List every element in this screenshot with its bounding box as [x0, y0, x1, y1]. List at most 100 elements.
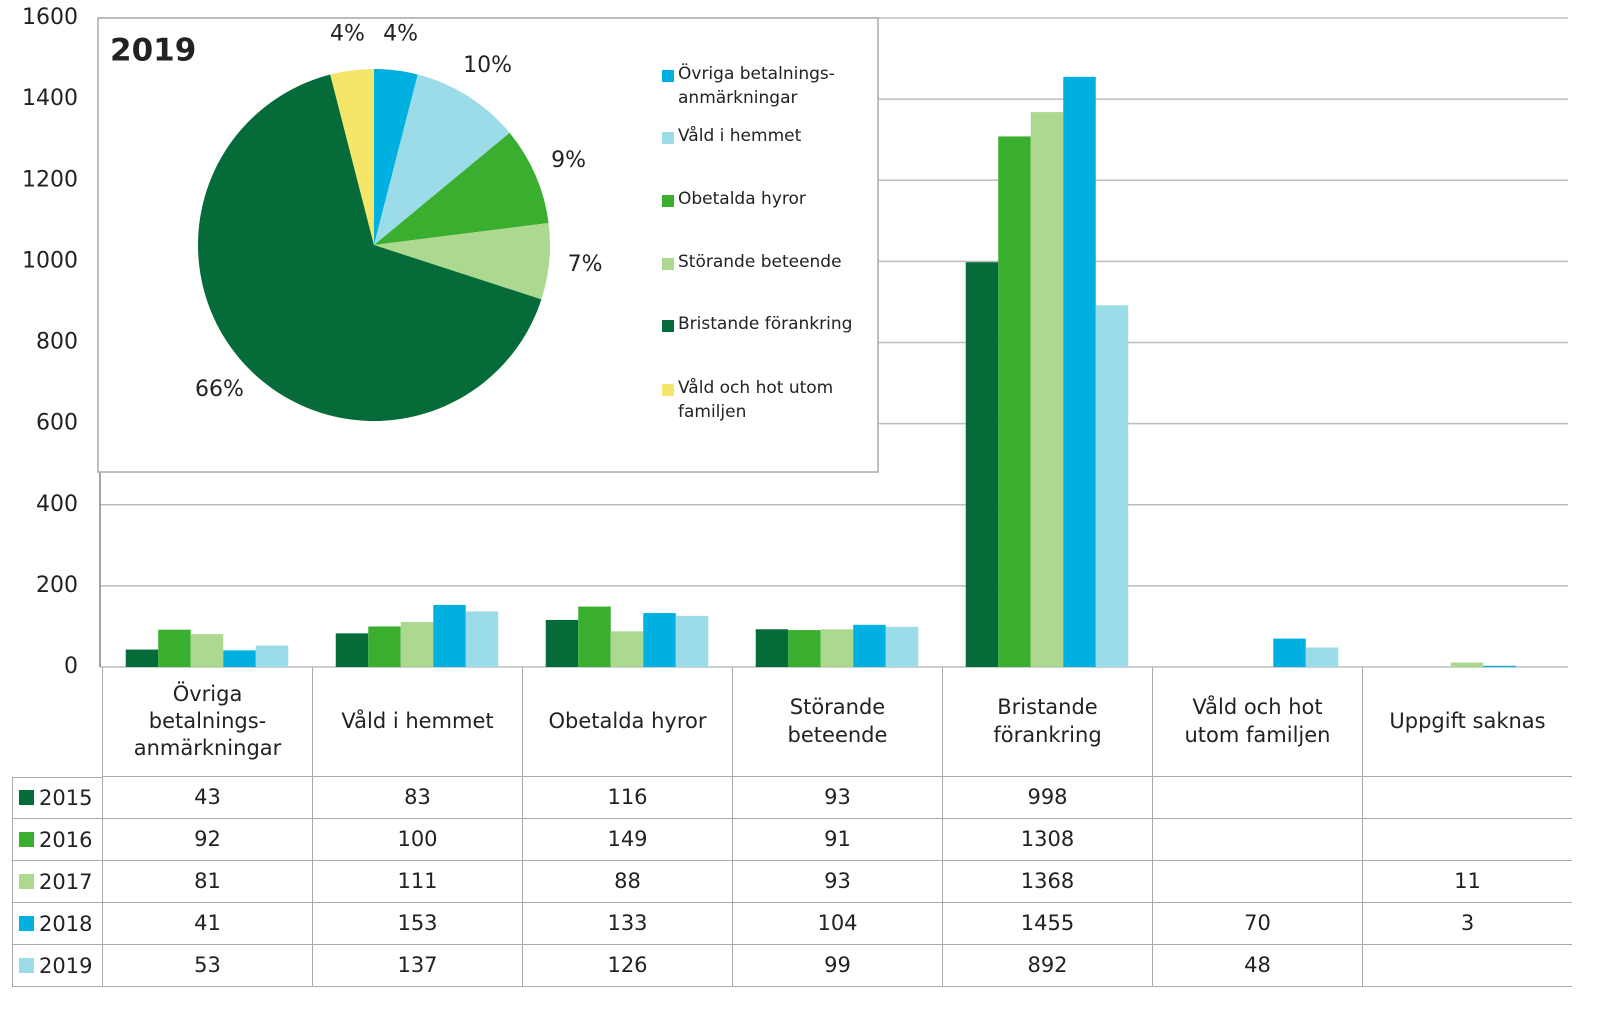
table-cell: 93: [732, 777, 942, 819]
bar: [545, 619, 579, 667]
legend-label: Övriga betalnings-anmärkningar: [678, 64, 835, 108]
pie-label: 4%: [330, 22, 365, 47]
pie-label: 10%: [463, 53, 512, 78]
pie-title: 2019: [110, 33, 196, 69]
pie-slice: [374, 222, 551, 300]
row-header: 2015: [12, 777, 102, 819]
legend-swatch: [19, 916, 34, 931]
table-cell: [1152, 819, 1362, 861]
legend-label: 2015: [39, 785, 93, 810]
table-cell: 48: [1152, 945, 1362, 987]
legend-label: Våld och hot utom familjen: [678, 378, 834, 422]
row-header: 2017: [12, 861, 102, 903]
table-cell: [1362, 945, 1572, 987]
table-cell: 133: [522, 903, 732, 945]
category-header: Övriga betalnings-anmärkningar: [102, 667, 312, 777]
pie-slice: [374, 74, 510, 246]
row-header: 2016: [12, 819, 102, 861]
bar: [1095, 305, 1129, 667]
table-cell: 100: [312, 819, 522, 861]
pie-label: 66%: [195, 377, 244, 402]
bar: [788, 630, 821, 667]
table-cell: [1152, 777, 1362, 819]
table-cell: 3: [1362, 903, 1572, 945]
bar: [675, 615, 709, 667]
y-tick-label: 1400: [22, 86, 78, 111]
bar: [1450, 662, 1484, 667]
table-cell: 91: [732, 819, 942, 861]
category-header: Uppgift saknas: [1362, 667, 1572, 777]
table-cell: 153: [312, 903, 522, 945]
y-tick-label: 1600: [22, 5, 78, 30]
bar: [223, 650, 256, 667]
bar: [1483, 665, 1516, 667]
pie-slice: [374, 132, 549, 245]
table-cell: 81: [102, 861, 312, 903]
bar: [643, 613, 676, 667]
bar: [465, 611, 499, 667]
y-tick-label: 200: [36, 573, 78, 598]
pie-label: 4%: [383, 22, 418, 47]
bar: [433, 604, 466, 667]
legend-swatch: [662, 384, 674, 396]
table-cell: [1362, 777, 1572, 819]
legend-label: Bristande förankring: [678, 314, 853, 334]
category-header: Obetalda hyror: [522, 667, 732, 777]
legend-label: Våld i hemmet: [678, 126, 802, 146]
bar: [255, 645, 289, 667]
bar: [158, 629, 191, 667]
table-cell: 137: [312, 945, 522, 987]
table-cell: 892: [942, 945, 1152, 987]
table-cell: 104: [732, 903, 942, 945]
legend-swatch: [19, 958, 34, 973]
y-tick-label: 400: [36, 492, 78, 517]
pie-slice: [330, 69, 374, 245]
table-cell: 99: [732, 945, 942, 987]
legend-swatch: [662, 132, 674, 144]
table-cell: 53: [102, 945, 312, 987]
bar: [965, 262, 999, 667]
bar: [1273, 638, 1306, 667]
bar: [368, 626, 401, 667]
table-cell: 111: [312, 861, 522, 903]
y-tick-label: 1200: [22, 167, 78, 192]
pie-slice: [374, 69, 418, 245]
legend-label: 2017: [39, 869, 93, 894]
legend-swatch: [19, 874, 34, 889]
category-header: Våld i hemmet: [312, 667, 522, 777]
legend-label: Störande beteende: [678, 252, 842, 272]
bar: [335, 633, 369, 667]
table-cell: 93: [732, 861, 942, 903]
bar: [578, 606, 611, 667]
category-header: Bristande förankring: [942, 667, 1152, 777]
table-cell: [1152, 861, 1362, 903]
bar: [190, 634, 224, 667]
bar: [400, 621, 434, 667]
table-cell: 70: [1152, 903, 1362, 945]
bar: [1305, 647, 1339, 667]
legend-label: 2016: [39, 827, 93, 852]
y-tick-label: 0: [64, 654, 78, 679]
legend-swatch: [662, 320, 674, 332]
category-header: Våld och hot utom familjen: [1152, 667, 1362, 777]
legend-swatch: [19, 790, 34, 805]
bar: [755, 629, 789, 667]
y-tick-label: 1000: [22, 248, 78, 273]
y-tick-label: 600: [36, 411, 78, 436]
legend-label: 2018: [39, 911, 93, 936]
table-cell: 116: [522, 777, 732, 819]
bar: [998, 136, 1031, 667]
legend-swatch: [662, 70, 674, 82]
bar: [610, 631, 644, 667]
bar: [853, 624, 886, 667]
table-cell: 1455: [942, 903, 1152, 945]
table-cell: 126: [522, 945, 732, 987]
legend-swatch: [662, 258, 674, 270]
row-header: 2019: [12, 945, 102, 987]
table-cell: 998: [942, 777, 1152, 819]
table-cell: 149: [522, 819, 732, 861]
table-cell: 43: [102, 777, 312, 819]
table-cell: [1362, 819, 1572, 861]
table-cell: 1368: [942, 861, 1152, 903]
